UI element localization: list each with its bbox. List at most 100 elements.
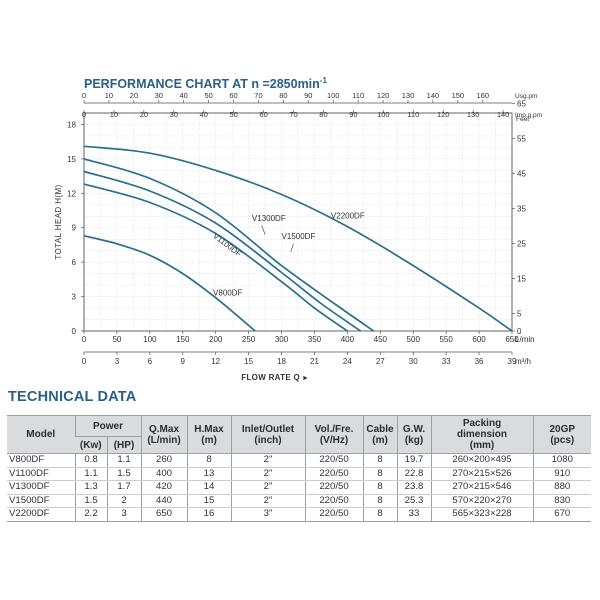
col-header-gw-label: G.W. [402, 423, 426, 435]
x-tick-label-impgpm: 50 [229, 110, 237, 119]
x-tick-label-impgpm: 60 [259, 110, 267, 119]
col-header-cable: Cable (m) [362, 415, 398, 454]
chart-title-superscript: -1 [320, 76, 328, 85]
cell-hmax: 14 [186, 480, 232, 495]
curve-v1100df [83, 183, 348, 332]
col-header-gw-unit: (kg) [404, 434, 424, 446]
curve-label-v2200df: V2200DF [331, 212, 365, 221]
cell-qmax: 260 [140, 453, 188, 468]
col-header-cable-unit: (m) [372, 434, 388, 446]
x-tick-label-usgpm: 140 [427, 91, 440, 100]
y-tick-label-m: 18 [67, 120, 76, 129]
y-tick-label-m: 12 [67, 189, 76, 198]
plot-frame [83, 112, 513, 332]
cell-inlet: 2" [230, 480, 306, 495]
x-tick-label-lmin: 500 [407, 335, 421, 344]
cell-kw: 1.1 [74, 467, 107, 482]
cell-volfre: 220/50 [304, 480, 364, 495]
cell-cable: 8 [362, 467, 398, 482]
cell-volfre: 220/50 [304, 507, 364, 522]
y-tick-label-feet: 0 [517, 327, 522, 336]
x-tick-label-m3h: 6 [148, 357, 153, 366]
cell-hmax: 13 [186, 467, 232, 482]
x-tick-label-lmin: 600 [472, 335, 486, 344]
col-header-hmax-unit: (m) [201, 434, 217, 446]
x-tick-label-usgpm: 60 [229, 91, 237, 100]
x-tick-label-usgpm: 90 [304, 91, 312, 100]
cell-model: V1300DF [7, 480, 75, 495]
cell-cable: 8 [362, 494, 398, 509]
technical-data-table: Model Power Q.Max (L/min) H.Max (m) Inlet/… [7, 415, 592, 522]
x-tick-label-impgpm: 0 [82, 110, 86, 119]
col-header-packing: Packing dimension (mm) [430, 415, 534, 454]
col-header-20gp-label: 20GP [549, 423, 576, 435]
col-header-volfre-label: Vol./Fre. [314, 423, 354, 435]
x-tick-label-m3h: 39 [508, 357, 517, 366]
col-header-gw: G.W. (kg) [396, 415, 432, 454]
curve-v1500df [83, 158, 375, 332]
x-tick-label-lmin: 650 [505, 335, 519, 344]
x-tick-label-m3h: 3 [115, 357, 120, 366]
x-unit-impgpm: Imp.g.pm [515, 112, 542, 119]
cell-hp: 1.5 [106, 467, 142, 482]
y-unit-feet: Feet [516, 116, 529, 123]
chart-curves [83, 145, 513, 332]
cell-qmax: 440 [140, 494, 188, 509]
x-tick-label-usgpm: 100 [327, 91, 340, 100]
cell-cable: 8 [362, 507, 398, 522]
x-tick-label-impgpm: 120 [437, 110, 450, 119]
curve-v1300df [83, 170, 362, 332]
y-tick-label-feet: 25 [517, 240, 526, 249]
x-tick-label-impgpm: 130 [467, 110, 480, 119]
cell-model: V2200DF [7, 507, 75, 522]
x-tick-label-usgpm: 160 [477, 91, 490, 100]
table-row: V1500DF 1.5 2 440 15 2" 220/50 8 25.3 570×220×270… [7, 494, 592, 509]
col-header-packing-unit: (mm) [469, 440, 495, 451]
cell-hp: 1.1 [106, 453, 142, 468]
cell-hmax: 15 [186, 494, 232, 509]
cell-qmax: 650 [140, 507, 188, 522]
col-header-kw: (Kw) [75, 436, 107, 454]
cell-packing: 270×215×546 [430, 480, 534, 495]
x-tick-label-impgpm: 30 [170, 110, 178, 119]
chart-title: PERFORMANCE CHART AT n =2850min-1 [84, 76, 327, 91]
cell-inlet: 3" [230, 507, 306, 522]
curve-label-v1300df: V1300DF [252, 214, 286, 223]
x-tick-label-impgpm: 10 [110, 110, 118, 119]
col-header-packing-label: Packing [462, 418, 502, 429]
cell-volfre: 220/50 [304, 467, 364, 482]
leader-line-v1500df [290, 243, 294, 252]
cell-packing: 260×200×495 [430, 453, 534, 468]
cell-model: V800DF [7, 453, 75, 468]
y-tick-label-feet: 15 [517, 275, 526, 284]
y-tick-label-feet: 5 [517, 310, 522, 319]
cell-gp: 830 [532, 494, 592, 509]
cell-gw: 22.8 [396, 467, 432, 482]
cell-gp: 910 [532, 467, 592, 482]
x-tick-label-impgpm: 90 [349, 110, 357, 119]
chart-title-text: PERFORMANCE CHART AT n =2850min [84, 77, 320, 91]
y-tick-label-feet: 45 [517, 170, 526, 179]
x-tick-label-lmin: 400 [341, 335, 355, 344]
x-tick-label-m3h: 24 [343, 357, 352, 366]
cell-qmax: 400 [140, 467, 188, 482]
col-header-model: Model [7, 415, 75, 454]
y-tick-label-m: 0 [72, 327, 77, 336]
cell-inlet: 2" [230, 467, 306, 482]
cell-volfre: 220/50 [304, 453, 364, 468]
cell-gp: 670 [532, 507, 592, 522]
x-tick-label-m3h: 30 [409, 357, 418, 366]
cell-hp: 1.7 [106, 480, 142, 495]
performance-chart: PERFORMANCE CHART AT n =2850min-1 0 50 100… [54, 76, 542, 382]
curve-v800df [83, 234, 256, 332]
x-tick-label-usgpm: 80 [279, 91, 287, 100]
col-header-volfre: Vol./Fre. (V/Hz) [304, 415, 364, 454]
cell-kw: 2.2 [74, 507, 107, 522]
x-tick-label-usgpm: 30 [155, 91, 163, 100]
x-unit-usgpm: Usg.pm [515, 93, 537, 100]
x-tick-label-impgpm: 70 [289, 110, 297, 119]
cell-gp: 880 [532, 480, 592, 495]
col-header-inlet-label: Inlet/Outlet [241, 423, 295, 435]
x-tick-label-impgpm: 140 [497, 110, 510, 119]
col-header-hp: (HP) [106, 436, 142, 454]
